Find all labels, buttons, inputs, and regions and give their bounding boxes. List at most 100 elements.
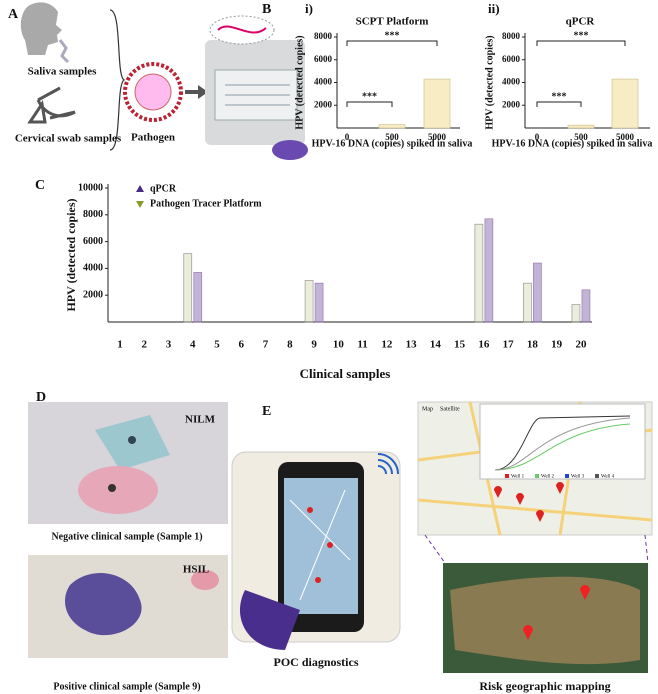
x-tick-label: 4 (190, 339, 196, 351)
map-tab: Map (422, 406, 433, 412)
annotation: *** (385, 30, 400, 41)
legend-marker (136, 201, 144, 208)
chart-label: ii) (488, 1, 500, 16)
x-tick-label: 11 (357, 339, 367, 351)
y-tick-label: 4000 (83, 263, 103, 274)
x-tick-label: 500 (574, 132, 588, 142)
significance-bracket (346, 40, 438, 46)
label: Saliva samples (28, 66, 97, 78)
bar (533, 262, 542, 323)
bar (611, 78, 639, 129)
y-tick-label: 8000 (83, 209, 103, 220)
panel-letter: A (8, 7, 19, 22)
bar (378, 124, 406, 129)
bar (567, 124, 595, 129)
annotation: *** (574, 30, 589, 41)
x-tick-label: 15 (454, 339, 466, 351)
bar (193, 272, 203, 323)
x-tick-label: 9 (311, 339, 317, 351)
x-tick-label: 6 (239, 339, 245, 351)
x-tick-label: 500 (385, 132, 399, 142)
panel-letter: C (35, 178, 45, 193)
bar (314, 282, 324, 323)
x-tick-label: 3 (166, 339, 172, 351)
bar (581, 289, 591, 323)
significance-bracket (346, 101, 393, 107)
panel-letter: D (36, 390, 46, 405)
caption: Positive clinical sample (Sample 9) (53, 681, 200, 692)
x-tick-label: 14 (430, 339, 442, 351)
panel-letter: E (262, 404, 271, 419)
y-tick-label: 2000 (502, 99, 521, 109)
legend-label: Well 1 (511, 475, 525, 480)
x-axis-label: Clinical samples (300, 366, 391, 381)
x-tick-label: 5000 (616, 132, 635, 142)
y-axis-label: HPV (detected copies) (294, 35, 305, 129)
annotation: *** (362, 91, 377, 102)
legend-swatch (565, 474, 569, 478)
chart-title: qPCR (566, 16, 596, 28)
bar (523, 282, 532, 323)
bar (571, 304, 581, 323)
x-axis-label: HPV-16 DNA (copies) spiked in saliva (312, 138, 473, 149)
tag: HSIL (183, 564, 209, 576)
caption: POC diagnostics (273, 655, 358, 669)
x-tick-label: 7 (263, 339, 269, 351)
y-tick-label: 2000 (83, 289, 103, 300)
y-tick-label: 6000 (83, 236, 103, 247)
map-tab: Satellite (440, 406, 460, 412)
x-tick-label: 19 (551, 339, 563, 351)
panel-a-art (20, 2, 308, 160)
x-tick-label: 8 (287, 339, 293, 351)
legend-swatch (595, 474, 599, 478)
legend-swatch (505, 474, 509, 478)
legend-label: Well 3 (571, 475, 585, 480)
panel-e-art (231, 401, 653, 673)
caption: Risk geographic mapping (479, 679, 610, 693)
panel-letter: B (262, 2, 271, 17)
annotation: *** (552, 91, 567, 102)
label: Cervical swab samples (15, 133, 122, 145)
y-tick-label: 4000 (314, 77, 333, 87)
x-tick-label: 2 (142, 339, 148, 351)
y-tick-label: 4000 (502, 77, 521, 87)
y-tick-label: 8000 (314, 31, 333, 41)
y-tick-label: 2000 (314, 99, 333, 109)
x-tick-label: 5 (214, 339, 220, 351)
legend-label: qPCR (150, 183, 177, 194)
x-tick-label: 12 (381, 339, 393, 351)
y-tick-label: 10000 (78, 182, 103, 193)
bar (423, 78, 451, 129)
chart-label: i) (305, 1, 313, 16)
bar (304, 280, 314, 323)
bar (183, 253, 193, 323)
x-tick-label: 18 (527, 339, 539, 351)
legend-label: Well 4 (601, 475, 615, 480)
legend-swatch (535, 474, 539, 478)
x-tick-label: 0 (345, 132, 350, 142)
significance-bracket (536, 101, 582, 107)
x-tick-label: 0 (535, 132, 540, 142)
bar (474, 223, 484, 323)
y-tick-label: 6000 (314, 54, 333, 64)
label: Pathogen (131, 132, 175, 144)
significance-bracket (536, 40, 626, 46)
bar (484, 218, 494, 323)
x-tick-label: 13 (406, 339, 418, 351)
caption: Negative clinical sample (Sample 1) (51, 531, 202, 542)
x-tick-label: 20 (575, 339, 587, 351)
y-tick-label: 6000 (502, 54, 521, 64)
x-tick-label: 16 (478, 339, 490, 351)
y-axis-label: HPV (detected copies) (64, 198, 78, 311)
x-tick-label: 10 (333, 339, 345, 351)
chart-title: SCPT Platform (356, 16, 429, 28)
x-axis-label: HPV-16 DNA (copies) spiked in saliva (492, 138, 653, 149)
legend-marker (136, 185, 144, 192)
x-tick-label: 5000 (428, 132, 447, 142)
x-tick-label: 17 (503, 339, 515, 351)
legend-label: Pathogen Tracer Platform (150, 198, 262, 209)
legend-label: Well 2 (541, 475, 555, 480)
y-tick-label: 8000 (502, 31, 521, 41)
x-tick-label: 1 (117, 339, 123, 351)
